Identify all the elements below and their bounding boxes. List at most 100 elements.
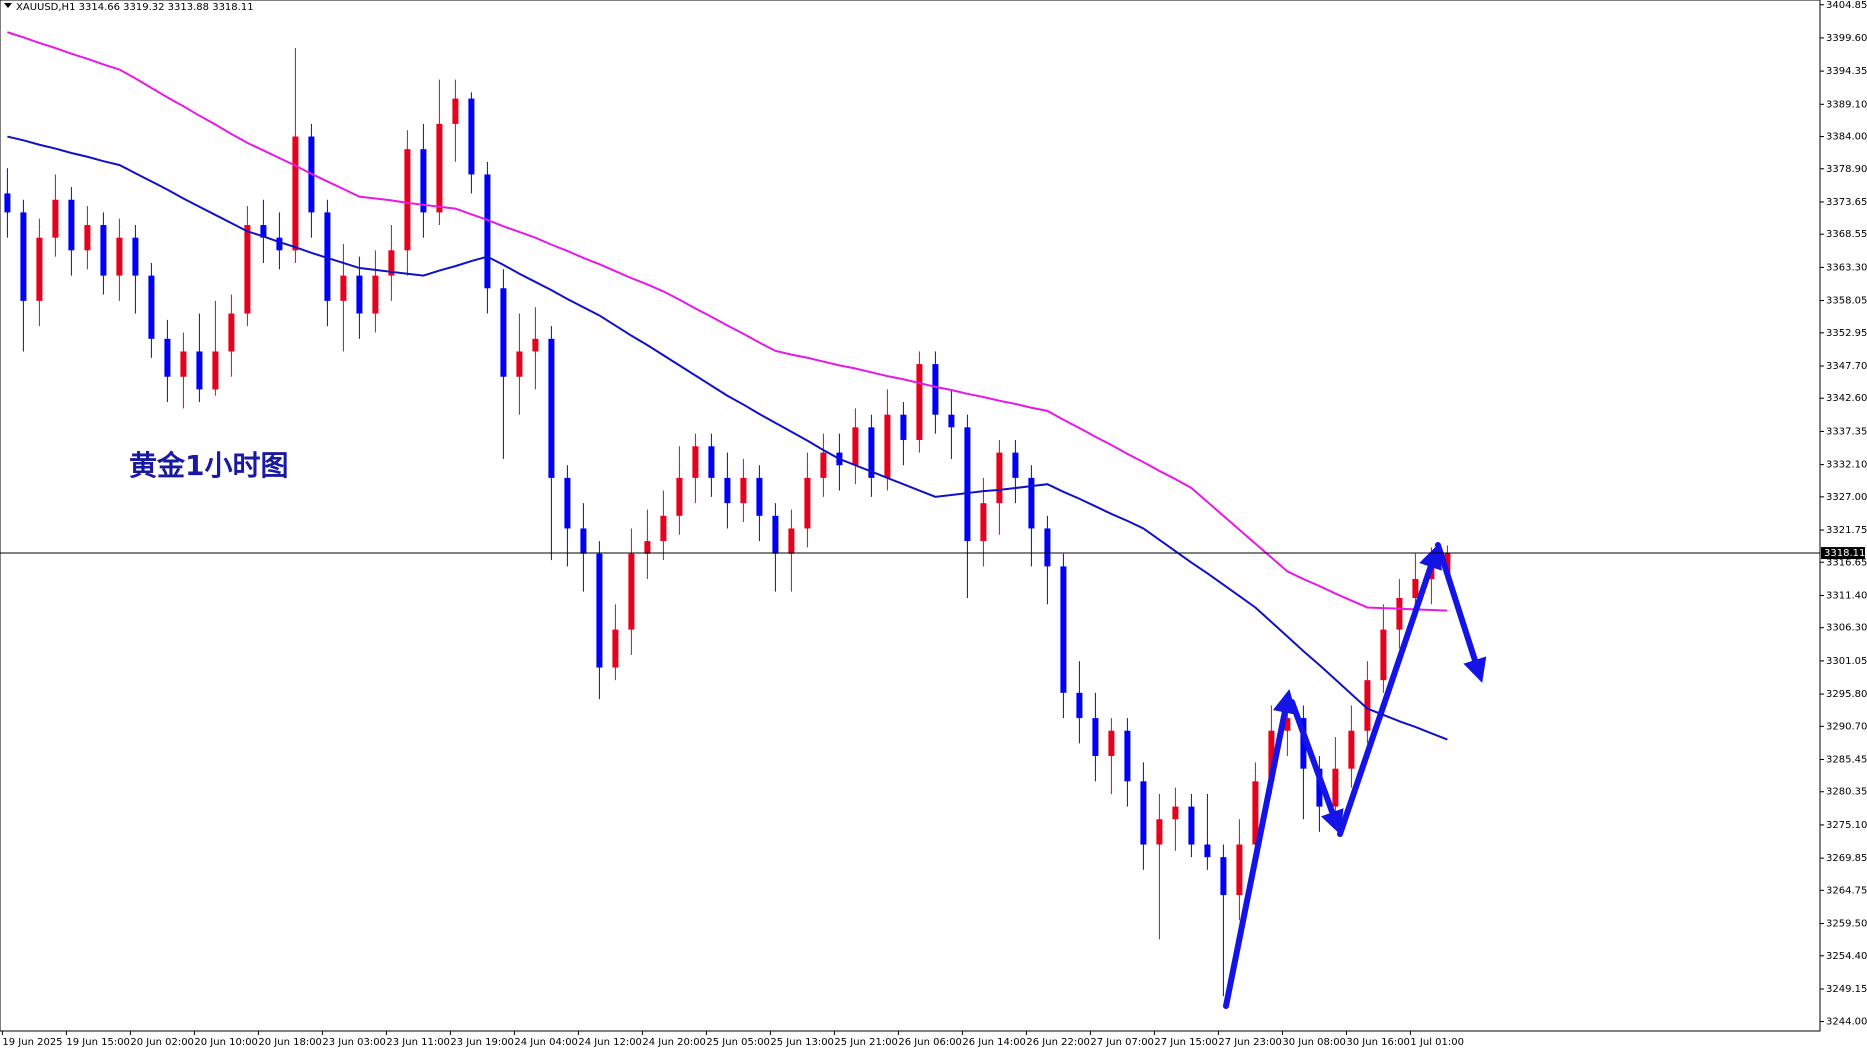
candle-body — [612, 629, 619, 668]
candle-body — [660, 515, 667, 542]
candle-body — [4, 193, 11, 213]
x-tick-label: 25 Jun 05:00 — [706, 1037, 770, 1048]
candle-body — [1380, 629, 1387, 681]
candle-body — [1332, 768, 1339, 807]
candle-body — [1044, 528, 1051, 567]
moving-average — [7, 135, 1448, 741]
y-tick-label: 3399.60 — [1826, 33, 1867, 44]
y-tick-label: 3404.85 — [1826, 0, 1867, 11]
candle-body — [1444, 553, 1451, 575]
candle-body — [324, 212, 331, 301]
candle-body — [1284, 718, 1291, 731]
candle-body — [948, 414, 955, 428]
y-tick-label: 3280.35 — [1826, 787, 1867, 798]
candle-body — [1172, 806, 1179, 820]
candle-body — [1300, 718, 1307, 769]
candle-body — [260, 225, 267, 238]
candle-body — [356, 275, 363, 314]
candle-body — [1220, 857, 1227, 896]
candle-body — [1092, 718, 1099, 757]
candle-body — [820, 452, 827, 478]
y-tick-label: 3301.05 — [1826, 656, 1867, 667]
candle-body — [1348, 730, 1355, 769]
candle-body — [628, 553, 635, 630]
candle-body — [564, 477, 571, 529]
y-tick-label: 3321.75 — [1826, 525, 1867, 536]
candle-body — [20, 212, 27, 301]
candle-body — [708, 446, 715, 478]
y-tick-label: 3264.75 — [1826, 885, 1867, 896]
y-tick-label: 3342.60 — [1826, 393, 1867, 404]
candle-body — [404, 149, 411, 251]
y-tick-label: 3290.70 — [1826, 721, 1867, 732]
x-tick-label: 25 Jun 21:00 — [834, 1037, 898, 1048]
y-tick-label: 3373.65 — [1826, 197, 1867, 208]
candle-body — [1396, 597, 1403, 630]
x-tick-label: 27 Jun 07:00 — [1090, 1037, 1154, 1048]
candle-body — [36, 237, 43, 301]
candle-body — [436, 123, 443, 213]
candle-body — [740, 477, 747, 504]
y-tick-label: 3275.10 — [1826, 820, 1867, 831]
candle-body — [484, 174, 491, 289]
x-tick-label: 23 Jun 03:00 — [322, 1037, 386, 1048]
y-tick-label: 3295.80 — [1826, 689, 1867, 700]
candle-body — [1252, 781, 1259, 845]
y-tick-label: 3259.50 — [1826, 919, 1867, 930]
candle-body — [388, 250, 395, 276]
y-tick-label: 3352.95 — [1826, 328, 1867, 339]
candle-body — [148, 275, 155, 339]
x-tick-label: 27 Jun 15:00 — [1154, 1037, 1218, 1048]
candle-body — [340, 275, 347, 301]
moving-average — [7, 31, 1448, 612]
candle-body — [516, 351, 523, 377]
x-tick-label: 24 Jun 20:00 — [642, 1037, 706, 1048]
x-tick-label: 26 Jun 22:00 — [1026, 1037, 1090, 1048]
header: XAUUSD,H1 3314.66 3319.32 3313.88 3318.1… — [16, 2, 254, 13]
candle-body — [852, 427, 859, 466]
candle-body — [1412, 579, 1419, 598]
arrow — [1223, 688, 1297, 1009]
candle-body — [996, 452, 1003, 504]
candle-body — [244, 225, 251, 314]
candle-body — [452, 98, 459, 124]
x-tick-label: 30 Jun 16:00 — [1346, 1037, 1410, 1048]
candle-body — [1140, 781, 1147, 845]
candle-body — [1028, 477, 1035, 529]
candle-body — [596, 553, 603, 668]
x-tick-label: 19 Jun 15:00 — [66, 1037, 130, 1048]
y-tick-label: 3384.00 — [1826, 132, 1867, 143]
y-tick-label: 3311.40 — [1826, 590, 1867, 601]
candle-body — [500, 288, 507, 377]
y-tick-label: 3347.70 — [1826, 361, 1867, 372]
candle-body — [132, 237, 139, 276]
last-price-box — [1821, 547, 1865, 560]
y-tick-label: 3306.30 — [1826, 623, 1867, 634]
y-tick-label: 3244.00 — [1826, 1017, 1867, 1028]
candle-body — [1108, 730, 1115, 757]
candle-body — [1156, 819, 1163, 845]
candle-body — [868, 427, 875, 478]
x-tick-label: 26 Jun 14:00 — [962, 1037, 1026, 1048]
x-tick-label: 24 Jun 12:00 — [578, 1037, 642, 1048]
candle-body — [1364, 680, 1371, 731]
last-price-label: 3318.11 — [1824, 548, 1865, 559]
candle-body — [900, 414, 907, 440]
arrow — [1337, 544, 1442, 837]
candle-body — [1060, 566, 1067, 693]
x-tick-label: 20 Jun 02:00 — [130, 1037, 194, 1048]
candle-body — [692, 446, 699, 478]
drawn-arrows — [1223, 542, 1487, 1009]
candle-body — [276, 237, 283, 251]
x-tick-label: 19 Jun 2025 — [2, 1037, 62, 1048]
arrow — [1289, 699, 1344, 835]
x-tick-label: 20 Jun 18:00 — [258, 1037, 322, 1048]
y-tick-label: 3378.90 — [1826, 164, 1867, 175]
y-tick-label: 3254.40 — [1826, 951, 1867, 962]
candle-body — [548, 338, 555, 478]
candle-body — [756, 477, 763, 516]
x-tick-label: 23 Jun 11:00 — [386, 1037, 450, 1048]
y-tick-label: 3337.35 — [1826, 426, 1867, 437]
candle-body — [1316, 768, 1323, 807]
x-tick-label: 24 Jun 04:00 — [514, 1037, 578, 1048]
